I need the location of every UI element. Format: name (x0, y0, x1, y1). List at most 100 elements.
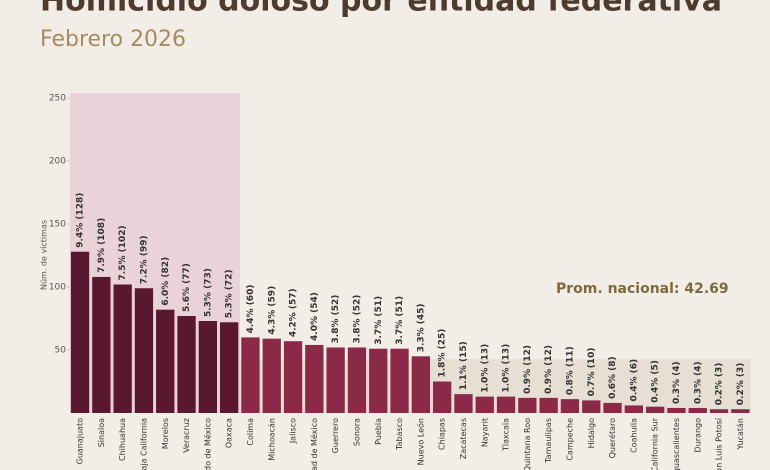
bar (283, 341, 303, 413)
bar (667, 407, 686, 413)
bar (177, 315, 196, 413)
value-label: 4.3% (59) (267, 286, 277, 335)
value-label: 0.9% (12) (523, 345, 533, 394)
value-label: 4.4% (60) (246, 285, 256, 334)
bar (241, 337, 260, 413)
x-tick-label: Colima (246, 418, 255, 446)
x-tick-label: Estado de México (202, 418, 212, 470)
bar (518, 397, 537, 413)
bar (411, 356, 431, 413)
value-label: 3.8% (52) (352, 295, 362, 344)
bar (134, 288, 154, 413)
bar (539, 397, 558, 413)
value-label: 3.3% (45) (416, 303, 426, 352)
bar (156, 309, 175, 413)
bar (326, 347, 345, 413)
x-tick-label: Hidalgo (587, 418, 596, 449)
x-tick-label: Morelos (161, 418, 170, 449)
x-tick-label: Zacatecas (459, 418, 468, 459)
value-label: 5.3% (72) (225, 269, 235, 318)
x-tick-label: Quintana Roo (523, 418, 532, 470)
y-axis-label: Núm. de víctimas (40, 220, 49, 290)
bar (219, 322, 239, 413)
bar (560, 399, 580, 413)
chart-subtitle: Febrero 2026 (40, 27, 186, 52)
bar (688, 407, 707, 413)
value-label: 0.4% (6) (629, 359, 639, 402)
value-label: 0.3% (4) (672, 361, 682, 404)
bar (113, 284, 132, 413)
value-label: 1.8% (25) (438, 329, 448, 378)
x-tick-label: Nayarit (480, 418, 489, 447)
chart-title: Homicidio doloso por entidad federativa (40, 0, 722, 19)
average-annotation: Prom. nacional: 42.69 (556, 281, 729, 297)
y-tick-label: 150 (49, 220, 66, 230)
bar (262, 338, 281, 413)
x-tick-label: Aguascalientes (672, 418, 681, 470)
value-label: 0.9% (12) (544, 345, 554, 394)
y-tick-label: 50 (55, 346, 67, 356)
bar (496, 396, 516, 413)
y-tick-label: 100 (49, 283, 66, 293)
bar (475, 396, 494, 413)
value-label: 4.0% (54) (310, 292, 320, 341)
x-tick-label: Nuevo León (415, 418, 425, 465)
x-tick-label: Oaxaca (225, 418, 234, 448)
value-label: 6.0% (82) (161, 257, 171, 306)
bar (432, 381, 452, 413)
value-label: 3.8% (52) (331, 295, 341, 344)
bar (92, 276, 111, 413)
bar (603, 402, 622, 413)
value-label: 5.3% (73) (203, 268, 213, 317)
x-tick-label: Tamaulipas (544, 418, 553, 464)
x-tick-label: Durango (693, 418, 702, 453)
bar (582, 400, 601, 413)
value-label: 3.7% (51) (374, 296, 384, 345)
average-region (239, 359, 752, 413)
y-tick-label: 250 (49, 94, 66, 104)
value-label: 0.8% (11) (565, 346, 575, 395)
bar (731, 409, 750, 413)
bar (454, 394, 473, 413)
x-tick-label: Veracruz (182, 418, 191, 453)
x-tick-label: Ciudad de México (309, 418, 319, 470)
x-tick-label: Chihuahua (118, 418, 127, 461)
bar (624, 405, 644, 413)
x-tick-label: Tabasco (395, 418, 404, 451)
bar (198, 321, 218, 413)
value-label: 7.9% (108) (97, 218, 107, 273)
value-label: 0.2% (3) (736, 363, 746, 406)
x-tick-label: Sinaloa (97, 418, 106, 447)
value-label: 3.7% (51) (395, 296, 405, 345)
x-tick-label: Michoacán (267, 418, 276, 461)
value-label: 1.0% (13) (480, 344, 490, 393)
x-tick-label: Coahuila (629, 418, 638, 453)
x-tick-label: Puebla (374, 418, 383, 445)
x-tick-label: Jalisco (289, 418, 298, 444)
y-tick-label: 200 (49, 157, 66, 167)
x-tick-label: Sonora (352, 418, 361, 446)
x-tick-label: Querétaro (607, 418, 617, 458)
x-tick-label: Baja California Sur (651, 417, 660, 470)
x-tick-label: San Luis Potosí (715, 417, 724, 470)
x-tick-label: Yucatán (736, 418, 745, 450)
value-label: 9.4% (128) (76, 193, 86, 248)
bar (305, 344, 324, 413)
value-label: 4.2% (57) (289, 288, 299, 337)
x-tick-label: Guerrero (331, 418, 340, 453)
value-label: 5.6% (77) (182, 263, 192, 312)
x-tick-label: Campeche (565, 418, 574, 461)
bar (70, 251, 90, 413)
x-tick-label: Guanajuato (76, 418, 85, 464)
value-label: 7.5% (102) (118, 225, 128, 280)
bar (347, 347, 367, 413)
bar (390, 348, 409, 413)
value-label: 0.4% (5) (651, 360, 661, 403)
bar (369, 348, 388, 413)
value-label: 0.6% (8) (608, 356, 618, 399)
value-label: 0.7% (10) (587, 348, 597, 397)
value-label: 1.0% (13) (502, 344, 512, 393)
value-label: 0.3% (4) (693, 361, 703, 404)
